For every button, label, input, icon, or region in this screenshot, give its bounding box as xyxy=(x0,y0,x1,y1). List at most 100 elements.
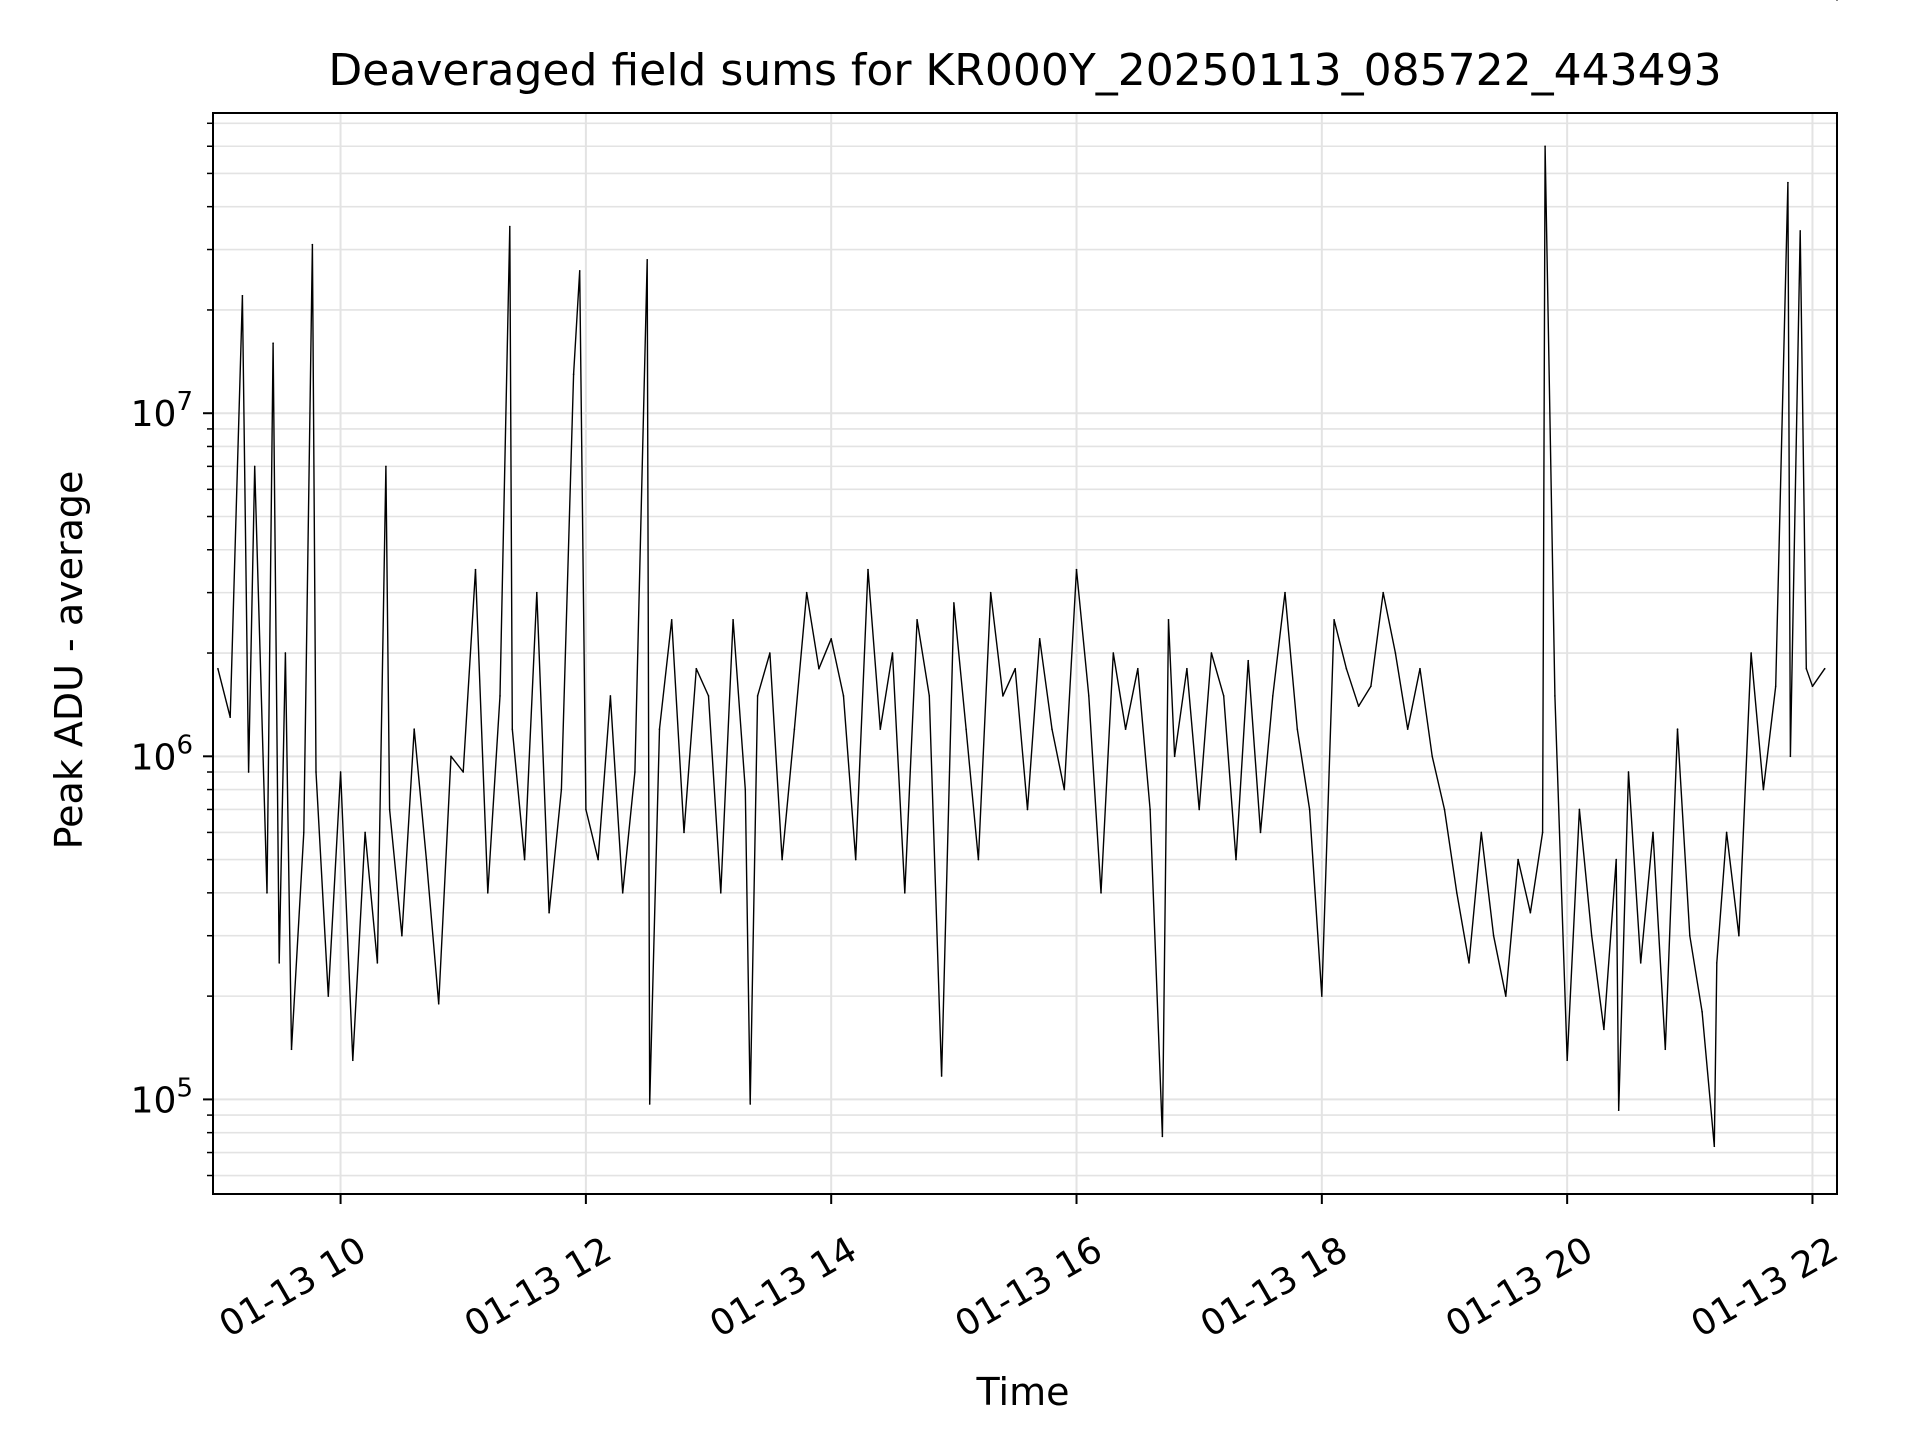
data-point xyxy=(1345,667,1348,670)
data-point xyxy=(1789,755,1792,758)
data-point xyxy=(621,892,624,894)
data-point xyxy=(1725,831,1728,834)
data-point xyxy=(749,1103,752,1105)
data-point xyxy=(290,1048,293,1051)
data-point xyxy=(744,788,747,791)
data-point xyxy=(1100,892,1102,894)
data-point xyxy=(1468,962,1470,964)
data-point xyxy=(401,934,403,937)
data-point xyxy=(1235,858,1237,861)
data-point xyxy=(1149,808,1151,811)
x-tick-label: 01-13 20 xyxy=(1439,1229,1600,1345)
data-point xyxy=(597,858,599,861)
x-axis-label: Time xyxy=(976,1370,1070,1414)
data-point xyxy=(278,962,281,964)
data-point xyxy=(903,892,906,894)
data-point xyxy=(1544,145,1546,148)
data-point xyxy=(585,808,587,811)
data-point xyxy=(1505,995,1507,997)
x-tick-label: 01-13 12 xyxy=(458,1229,619,1345)
data-point xyxy=(1284,591,1286,594)
x-tick-label: 01-13 18 xyxy=(1194,1229,1355,1345)
data-point xyxy=(1394,652,1397,654)
data-point xyxy=(1357,705,1360,707)
data-point xyxy=(1715,962,1718,964)
data-point xyxy=(1689,934,1691,937)
data-point xyxy=(879,728,882,730)
data-point xyxy=(548,911,550,914)
data-point xyxy=(1811,685,1814,688)
y-tick-label: 105 xyxy=(131,1073,193,1121)
data-point xyxy=(1431,755,1434,758)
data-point xyxy=(1222,695,1225,697)
data-point xyxy=(437,1002,440,1005)
x-tick-label: 01-13 22 xyxy=(1684,1229,1845,1345)
data-point xyxy=(1603,1028,1605,1031)
data-point xyxy=(1186,667,1188,670)
data-point xyxy=(352,1059,354,1062)
data-point xyxy=(266,892,268,894)
data-point xyxy=(1247,659,1250,662)
data-point xyxy=(891,652,894,654)
data-point xyxy=(1517,858,1519,861)
data-point xyxy=(247,771,250,773)
data-point xyxy=(413,728,415,730)
data-point xyxy=(707,695,710,697)
data-point xyxy=(376,962,379,964)
data-point xyxy=(364,831,366,834)
data-point xyxy=(1259,831,1262,834)
y-tick-label: 107 xyxy=(131,387,193,435)
data-point xyxy=(1701,1011,1703,1013)
data-point xyxy=(1805,667,1808,670)
data-point xyxy=(1333,618,1335,621)
data-point xyxy=(339,771,342,773)
data-point xyxy=(1161,1135,1164,1138)
data-point xyxy=(388,808,391,811)
data-point xyxy=(830,638,832,640)
data-point xyxy=(1566,1059,1568,1062)
data-point xyxy=(1823,667,1826,670)
data-point xyxy=(1051,728,1053,730)
data-point xyxy=(867,568,869,571)
data-point xyxy=(1002,695,1004,697)
data-point xyxy=(646,259,649,261)
data-point xyxy=(462,771,465,773)
data-point xyxy=(1075,568,1078,571)
data-point xyxy=(683,831,685,834)
data-point xyxy=(953,602,955,604)
data-point xyxy=(818,667,820,670)
data-point xyxy=(1455,892,1458,894)
data-point xyxy=(720,892,722,894)
data-point xyxy=(670,618,673,621)
data-point xyxy=(1382,591,1384,594)
data-point xyxy=(486,892,489,894)
data-point xyxy=(1664,1048,1667,1051)
x-tick-label: 01-13 10 xyxy=(213,1229,374,1345)
data-point xyxy=(1652,831,1654,834)
data-point xyxy=(311,243,314,246)
x-tick-label: 01-13 16 xyxy=(949,1229,1110,1345)
data-point xyxy=(1762,788,1765,791)
data-point xyxy=(1038,638,1041,640)
data-point xyxy=(854,858,857,861)
data-point xyxy=(989,591,992,594)
series-line xyxy=(217,0,1838,1148)
data-point xyxy=(315,771,317,773)
data-point xyxy=(1198,808,1200,811)
data-point xyxy=(450,755,452,758)
data-point xyxy=(781,858,783,861)
data-point xyxy=(793,728,796,730)
data-point xyxy=(695,667,698,670)
data-point xyxy=(1321,995,1323,997)
data-point xyxy=(1443,808,1446,811)
data-point xyxy=(1529,911,1532,914)
data-point xyxy=(1713,1145,1716,1148)
data-point xyxy=(425,858,428,861)
data-point xyxy=(253,465,256,468)
data-point xyxy=(1014,667,1016,670)
data-point xyxy=(284,652,287,654)
data-point xyxy=(578,270,581,272)
data-point xyxy=(1210,652,1213,654)
data-point xyxy=(609,695,612,697)
